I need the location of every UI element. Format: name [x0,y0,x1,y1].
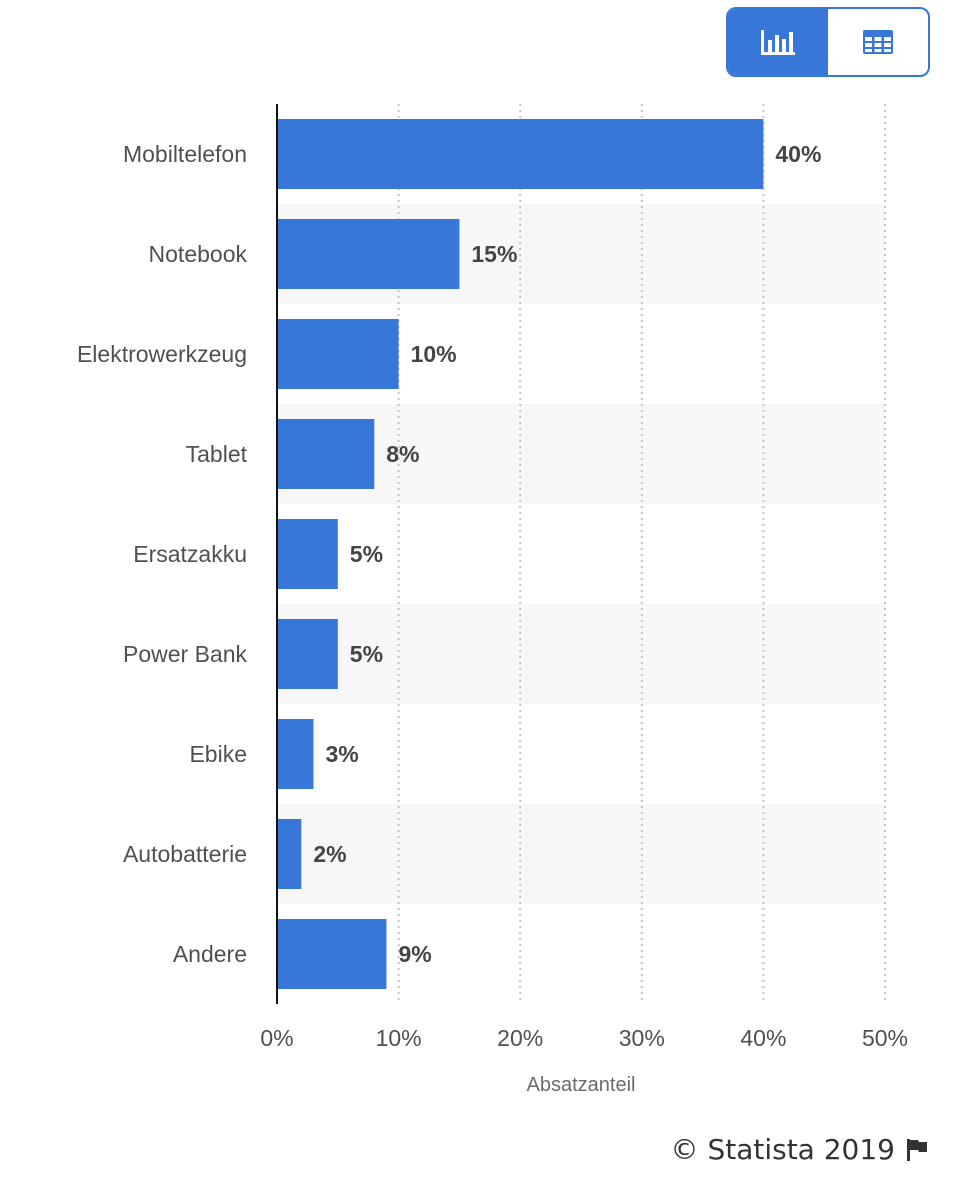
category-label: Tablet [186,441,248,467]
category-label: Mobiltelefon [123,141,247,167]
category-label: Elektrowerkzeug [77,341,247,367]
bar-andere [277,919,387,989]
bar-autobatterie [277,819,302,889]
row-stripe [277,604,885,704]
x-tick-label: 10% [376,1025,422,1051]
x-tick-label: 50% [862,1025,908,1051]
value-label: 40% [775,141,821,167]
statista-credit: © Statista 2019 [671,1133,929,1166]
category-label: Notebook [149,241,248,267]
table-grid-icon [863,30,893,54]
row-stripe [277,404,885,504]
category-label: Ersatzakku [133,541,247,567]
flag-icon[interactable] [905,1138,929,1162]
category-label: Andere [173,941,247,967]
value-label: 5% [350,641,383,667]
bar-chart: 40% Mobiltelefon 15% Notebook 10% Elektrowerk… [77,104,908,1096]
bar-notebook [277,219,460,289]
x-axis-title: Absatzanteil [527,1074,636,1096]
table-view-button[interactable] [828,9,928,75]
x-tick-label: 20% [497,1025,543,1051]
x-tick-label: 30% [619,1025,665,1051]
value-label: 10% [411,341,457,367]
statista-credit-link[interactable]: © Statista 2019 [670,1133,895,1166]
bar-elektrowerkzeug [277,319,399,389]
value-label: 8% [386,441,419,467]
bar-ebike [277,719,314,789]
x-tick-label: 40% [740,1025,786,1051]
value-label: 5% [350,541,383,567]
bar-power-bank [277,619,338,689]
view-toggle [726,7,930,77]
row-stripe [277,804,885,904]
x-tick-label: 0% [260,1025,293,1051]
bar-chart-icon [761,30,795,55]
category-label: Power Bank [123,641,248,667]
category-label: Ebike [189,741,247,767]
value-label: 3% [325,741,358,767]
value-label: 9% [398,941,431,967]
bar-ersatzakku [277,519,338,589]
chart-view-button[interactable] [728,9,828,75]
value-label: 15% [471,241,517,267]
bar-mobiltelefon [277,119,764,189]
category-label: Autobatterie [123,841,247,867]
value-label: 2% [313,841,346,867]
bar-tablet [277,419,375,489]
